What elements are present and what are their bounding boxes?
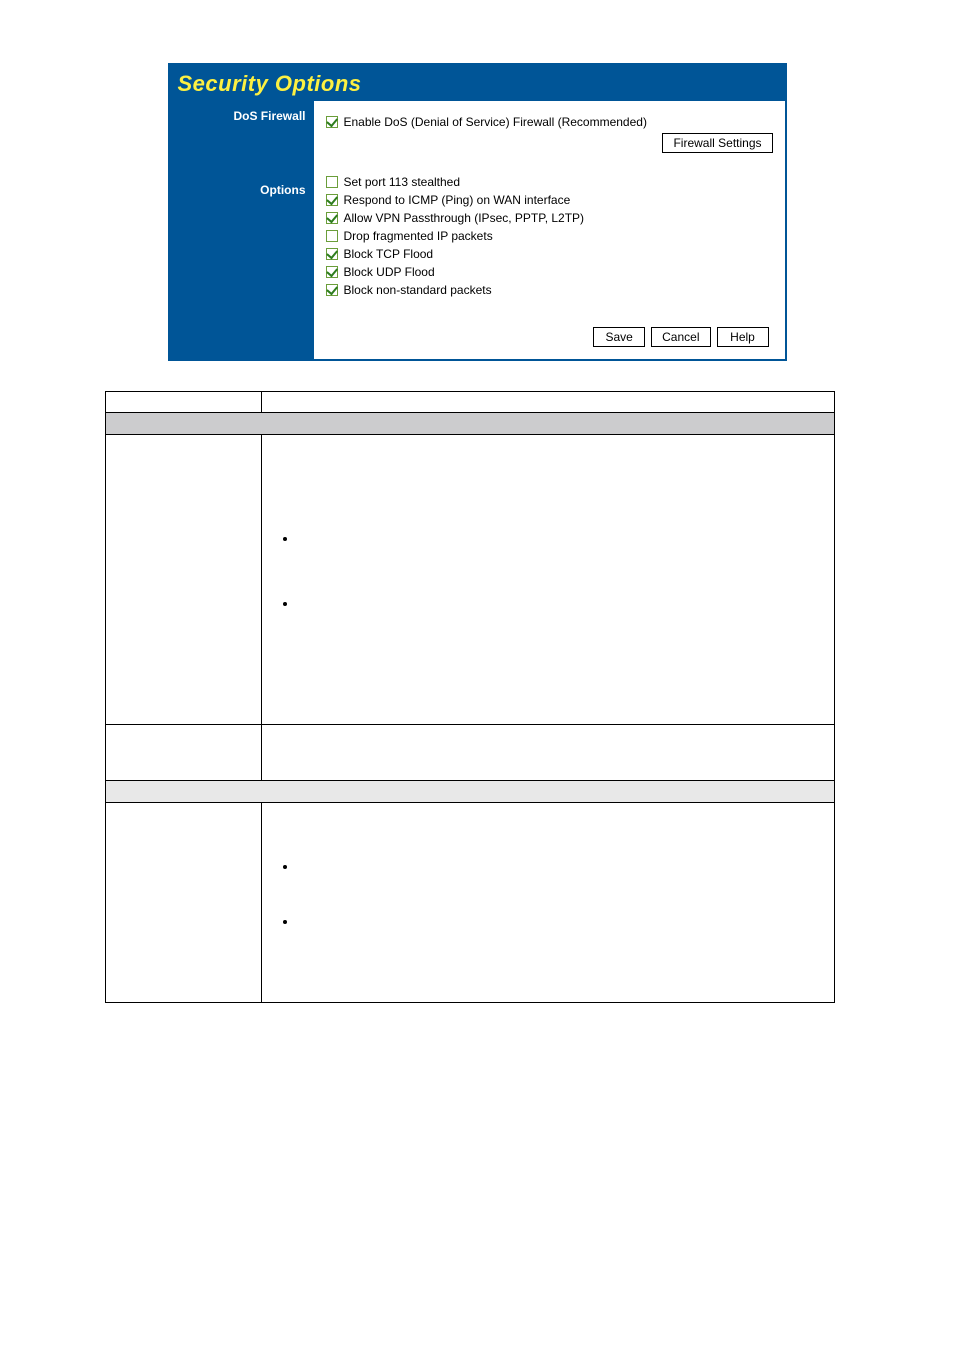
enable-dos-label: Enable DoS (Denial of Service) Firewall … <box>344 115 647 129</box>
option-row: Respond to ICMP (Ping) on WAN interface <box>326 193 773 207</box>
table-cell <box>106 803 262 1003</box>
option-label: Block non-standard packets <box>344 283 492 297</box>
option-row: Drop fragmented IP packets <box>326 229 773 243</box>
table-cell <box>106 435 262 725</box>
option-checkbox[interactable] <box>326 212 338 224</box>
option-label: Allow VPN Passthrough (IPsec, PPTP, L2TP… <box>344 211 585 225</box>
options-list: Set port 113 stealthed Respond to ICMP (… <box>326 175 773 297</box>
option-row: Block non-standard packets <box>326 283 773 297</box>
firewall-settings-row: Firewall Settings <box>326 133 773 153</box>
table-cell <box>106 725 262 781</box>
option-label: Respond to ICMP (Ping) on WAN interface <box>344 193 571 207</box>
bullet-item <box>298 531 822 546</box>
option-row: Set port 113 stealthed <box>326 175 773 189</box>
table-row <box>106 725 835 781</box>
table-cell <box>262 392 835 413</box>
option-row: Block UDP Flood <box>326 265 773 279</box>
option-label: Block UDP Flood <box>344 265 435 279</box>
option-label: Drop fragmented IP packets <box>344 229 493 243</box>
option-row: Block TCP Flood <box>326 247 773 261</box>
bullet-list <box>284 531 822 611</box>
table-cell <box>262 435 835 725</box>
panel-title: Security Options <box>170 65 785 101</box>
option-checkbox[interactable] <box>326 284 338 296</box>
table-row <box>106 781 835 803</box>
label-options: Options <box>170 123 314 197</box>
table-cell <box>262 725 835 781</box>
option-checkbox[interactable] <box>326 248 338 260</box>
firewall-settings-button[interactable]: Firewall Settings <box>662 133 772 153</box>
bullet-item <box>298 914 822 929</box>
option-checkbox[interactable] <box>326 194 338 206</box>
table-section-header <box>106 413 835 435</box>
option-row: Allow VPN Passthrough (IPsec, PPTP, L2TP… <box>326 211 773 225</box>
option-label: Set port 113 stealthed <box>344 175 461 189</box>
enable-dos-checkbox[interactable] <box>326 116 338 128</box>
bullet-list <box>284 859 822 929</box>
cancel-button[interactable]: Cancel <box>651 327 710 347</box>
description-table <box>105 391 835 1003</box>
panel-left-column: DoS Firewall Options <box>170 101 314 359</box>
help-button[interactable]: Help <box>717 327 769 347</box>
table-row <box>106 392 835 413</box>
option-checkbox[interactable] <box>326 176 338 188</box>
security-options-panel: Security Options DoS Firewall Options En… <box>168 63 787 361</box>
option-checkbox[interactable] <box>326 230 338 242</box>
spacer <box>326 153 773 171</box>
table-row <box>106 413 835 435</box>
panel-body: DoS Firewall Options Enable DoS (Denial … <box>170 101 785 359</box>
panel-right-column: Enable DoS (Denial of Service) Firewall … <box>314 101 785 359</box>
option-checkbox[interactable] <box>326 266 338 278</box>
table-cell <box>262 803 835 1003</box>
save-button[interactable]: Save <box>593 327 645 347</box>
table-cell <box>106 392 262 413</box>
bottom-button-row: Save Cancel Help <box>326 327 773 347</box>
enable-dos-row: Enable DoS (Denial of Service) Firewall … <box>326 115 773 129</box>
table-section-header <box>106 781 835 803</box>
option-label: Block TCP Flood <box>344 247 434 261</box>
table-row <box>106 435 835 725</box>
bullet-item <box>298 596 822 611</box>
label-dos-firewall: DoS Firewall <box>170 101 314 123</box>
bullet-item <box>298 859 822 874</box>
table-row <box>106 803 835 1003</box>
